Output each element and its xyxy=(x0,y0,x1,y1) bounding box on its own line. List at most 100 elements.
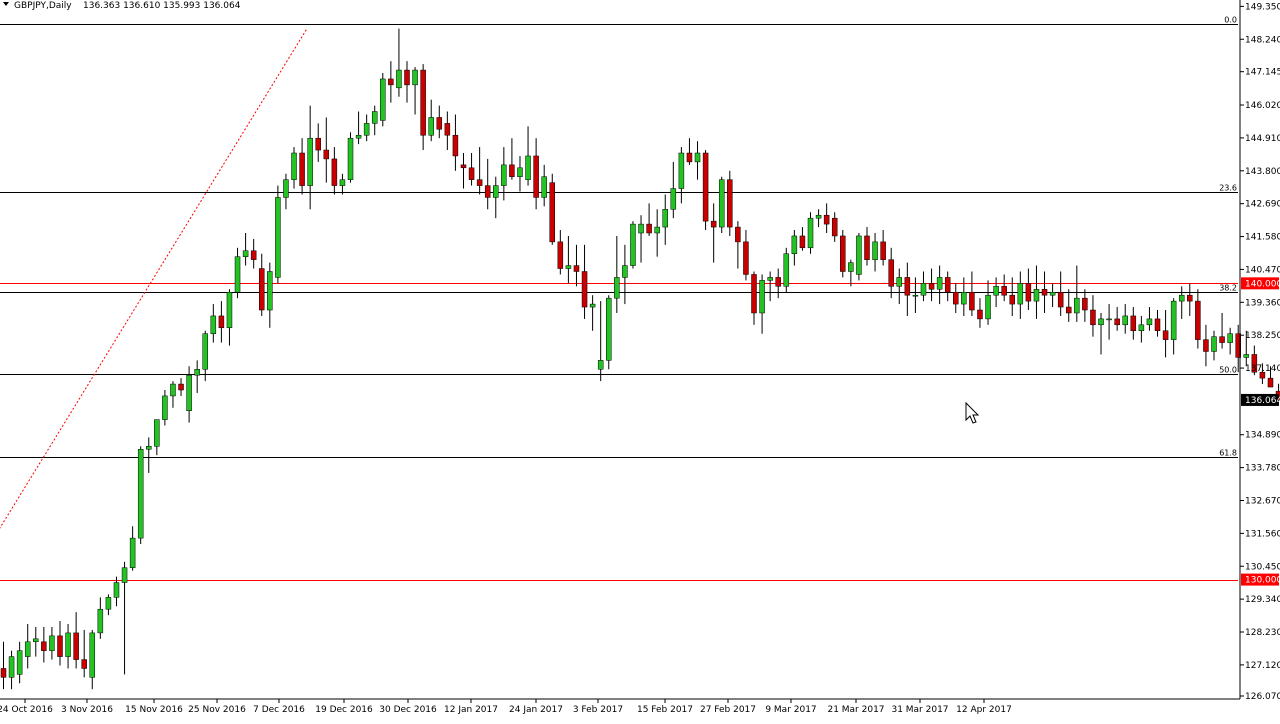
candle xyxy=(759,274,765,334)
bull-candle-body xyxy=(1033,289,1040,302)
bull-candle-body xyxy=(8,656,15,678)
candle xyxy=(775,268,781,299)
candle xyxy=(614,235,620,313)
candle xyxy=(493,176,499,219)
candle xyxy=(735,221,741,269)
candle xyxy=(807,212,814,254)
candle xyxy=(0,641,7,690)
dropdown-triangle-icon[interactable] xyxy=(3,2,9,6)
candle xyxy=(718,176,725,233)
bull-candle-body xyxy=(718,179,725,228)
bear-candle-body xyxy=(840,235,846,272)
candle xyxy=(710,203,717,263)
candle xyxy=(1195,289,1201,349)
bear-candle-body xyxy=(258,268,265,311)
candle xyxy=(1017,271,1024,319)
bear-candle-body xyxy=(444,123,451,136)
bear-candle-body xyxy=(1219,336,1225,343)
candle xyxy=(662,194,668,245)
candle xyxy=(460,153,467,189)
candle xyxy=(1082,289,1088,322)
bull-candle-body xyxy=(1243,354,1250,358)
candle xyxy=(291,147,297,189)
bear-candle-body xyxy=(1001,286,1007,296)
candle xyxy=(307,105,313,210)
bear-candle-body xyxy=(468,167,475,180)
candle xyxy=(597,301,604,382)
fib-level-label: 61.8 xyxy=(1219,449,1237,458)
candle xyxy=(436,105,443,139)
candle xyxy=(113,576,120,607)
bear-candle-body xyxy=(880,241,886,260)
candle xyxy=(1227,327,1233,355)
candle xyxy=(380,73,386,127)
candle xyxy=(565,235,572,284)
current-price-label: 136.064 xyxy=(1245,396,1280,406)
fib-level-label: 0.0 xyxy=(1224,16,1237,25)
candle xyxy=(1154,310,1161,337)
bull-candle-body xyxy=(1146,318,1153,326)
candle xyxy=(1049,283,1056,308)
bull-candle-body xyxy=(355,134,362,139)
bull-candle-body xyxy=(767,277,773,281)
candle xyxy=(121,561,128,675)
bear-candle-body xyxy=(969,291,975,311)
fib-level-label: 38.2 xyxy=(1219,284,1237,293)
bull-candle-body xyxy=(146,446,152,450)
candle xyxy=(638,215,644,263)
bull-candle-body xyxy=(1211,336,1217,352)
candle xyxy=(581,244,588,319)
bear-candle-body xyxy=(1187,294,1193,302)
bear-candle-body xyxy=(581,271,588,308)
bear-candle-body xyxy=(218,315,225,329)
fib-level-label: 23.6 xyxy=(1219,184,1237,193)
bear-candle-body xyxy=(299,152,305,186)
bear-candle-body xyxy=(1130,315,1137,331)
candle xyxy=(872,232,878,272)
bear-candle-body xyxy=(710,220,717,228)
bear-candle-body xyxy=(751,274,757,314)
candle xyxy=(573,244,580,287)
bull-candle-body xyxy=(65,632,71,657)
x-tick-label: 12 Apr 2017 xyxy=(956,705,1012,715)
y-tick-label: 146.020 xyxy=(1245,101,1280,111)
bull-candle-body xyxy=(380,78,386,121)
candle xyxy=(275,185,281,284)
y-tick-label: 134.890 xyxy=(1245,431,1280,441)
bull-candle-body xyxy=(396,69,402,89)
candle xyxy=(977,298,983,328)
bull-candle-body xyxy=(1098,318,1104,326)
y-tick-label: 142.690 xyxy=(1245,200,1280,210)
candle xyxy=(993,277,999,308)
bear-candle-body xyxy=(81,659,87,669)
candle xyxy=(1170,298,1177,355)
bull-candle-body xyxy=(347,137,354,180)
bull-candle-body xyxy=(1017,283,1024,305)
candle xyxy=(694,141,701,180)
candle xyxy=(428,99,434,142)
trendline[interactable] xyxy=(0,28,308,577)
candle xyxy=(654,209,660,257)
bull-candle-body xyxy=(97,608,104,634)
ohlc-readout: 136.363 136.610 135.993 136.064 xyxy=(83,1,241,11)
y-tick-label: 131.560 xyxy=(1245,529,1280,539)
candle xyxy=(1219,312,1225,349)
bull-candle-body xyxy=(936,277,943,290)
bull-candle-body xyxy=(210,315,217,334)
candle xyxy=(234,247,241,299)
bear-candle-body xyxy=(727,179,733,228)
bull-candle-body xyxy=(339,179,346,186)
x-tick-label: 30 Dec 2016 xyxy=(379,705,437,715)
candle xyxy=(541,164,547,207)
candle xyxy=(702,150,709,231)
candle xyxy=(888,247,894,299)
candle xyxy=(630,221,636,269)
bull-candle-body xyxy=(267,271,273,311)
candle xyxy=(856,232,862,281)
x-tick-label: 24 Oct 2016 xyxy=(0,705,53,715)
y-tick-label: 148.240 xyxy=(1245,35,1280,45)
bull-candle-body xyxy=(606,297,612,361)
candle xyxy=(848,259,854,287)
